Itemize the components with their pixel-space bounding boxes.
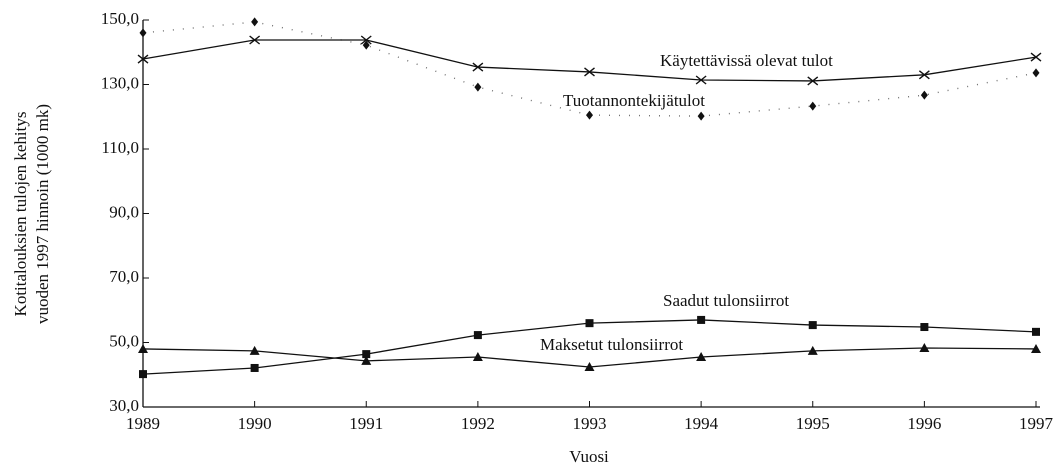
x-tick-label: 1989 — [126, 414, 160, 433]
marker — [251, 17, 259, 27]
x-tick-label: 1996 — [907, 414, 941, 433]
y-tick-label: 150,0 — [101, 9, 139, 28]
marker — [250, 363, 259, 372]
x-tick-label: 1993 — [573, 414, 607, 433]
x-tick-label: 1992 — [461, 414, 495, 433]
y-tick-label: 110,0 — [101, 138, 139, 157]
y-tick-label: 30,0 — [109, 396, 139, 415]
marker — [1031, 343, 1041, 353]
marker — [584, 67, 595, 77]
marker — [585, 319, 594, 328]
y-tick-label: 70,0 — [109, 267, 139, 286]
marker — [472, 352, 483, 362]
marker — [1032, 327, 1040, 336]
y-tick-label: 130,0 — [101, 73, 139, 92]
marker — [360, 35, 372, 45]
series-label: Maksetut tulonsiirrot — [540, 335, 683, 354]
marker — [473, 331, 482, 340]
marker — [697, 111, 705, 121]
x-tick-label: 1990 — [238, 414, 272, 433]
marker — [807, 76, 819, 86]
marker — [808, 321, 817, 330]
x-tick-label: 1995 — [796, 414, 830, 433]
y-axis-label: Kotitalouksien tulojen kehitys — [11, 112, 30, 317]
marker — [137, 54, 149, 64]
marker — [249, 345, 260, 355]
marker — [919, 342, 930, 352]
marker — [697, 315, 706, 324]
y-axis-label: vuoden 1997 hinnoin (1000 mk) — [33, 104, 52, 324]
marker — [696, 352, 707, 362]
series-line — [142, 39, 1037, 82]
marker — [139, 370, 147, 379]
marker — [361, 355, 372, 365]
marker — [362, 40, 370, 50]
marker — [249, 35, 261, 45]
marker — [1030, 52, 1042, 62]
marker — [920, 90, 928, 100]
x-axis-label: Vuosi — [569, 447, 609, 466]
series-label: Tuotannontekijätulot — [563, 91, 705, 110]
marker — [139, 28, 147, 38]
marker — [138, 343, 148, 353]
marker — [584, 362, 595, 372]
x-tick-label: 1997 — [1019, 414, 1054, 433]
marker — [695, 75, 707, 85]
marker — [1032, 68, 1040, 78]
marker — [586, 110, 593, 120]
marker — [474, 82, 482, 92]
y-tick-label: 90,0 — [109, 202, 139, 221]
marker — [809, 101, 817, 111]
series-label: Saadut tulonsiirrot — [663, 291, 789, 310]
series-label: Käytettävissä olevat tulot — [660, 51, 833, 70]
marker — [920, 323, 929, 332]
marker — [807, 345, 818, 355]
x-tick-label: 1991 — [349, 414, 383, 433]
marker — [362, 350, 371, 359]
marker — [472, 62, 484, 72]
marker — [918, 70, 930, 80]
y-tick-label: 50,0 — [109, 331, 139, 350]
x-tick-label: 1994 — [684, 414, 719, 433]
